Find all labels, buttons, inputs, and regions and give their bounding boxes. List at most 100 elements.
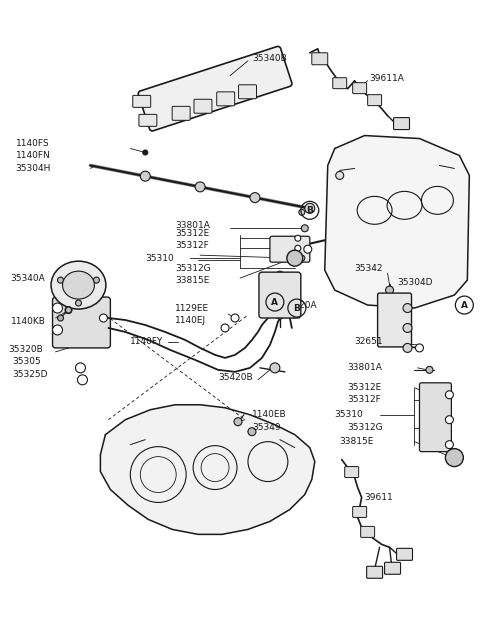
FancyBboxPatch shape [367,566,383,578]
Text: 35312F: 35312F [348,395,382,404]
FancyBboxPatch shape [378,293,411,347]
FancyBboxPatch shape [360,526,374,537]
Circle shape [248,428,256,436]
Circle shape [276,271,284,279]
Circle shape [270,363,280,373]
Text: 35312E: 35312E [175,229,209,238]
Text: 35304D: 35304D [397,278,433,287]
Circle shape [403,303,412,312]
Text: 35305: 35305 [12,357,41,366]
FancyBboxPatch shape [396,548,412,560]
Circle shape [234,418,242,426]
Circle shape [221,324,229,332]
Text: A: A [461,301,468,310]
Text: 35340A: 35340A [11,274,46,283]
Text: B: B [306,206,313,215]
Circle shape [276,311,284,319]
Circle shape [250,193,260,203]
Circle shape [77,375,87,385]
Text: 1140FS: 1140FS [16,139,49,148]
Text: 35312G: 35312G [175,263,211,272]
Text: 35349: 35349 [252,423,281,432]
Circle shape [445,449,463,467]
Text: A: A [271,298,278,307]
FancyBboxPatch shape [333,78,347,89]
Text: 1140FY: 1140FY [130,337,164,346]
Text: 33815E: 33815E [340,437,374,446]
FancyBboxPatch shape [345,467,359,478]
Text: 35312E: 35312E [348,383,382,392]
Circle shape [304,245,312,253]
Circle shape [65,307,72,313]
FancyBboxPatch shape [270,236,310,262]
FancyBboxPatch shape [138,46,292,131]
Text: 32651: 32651 [355,337,384,346]
Polygon shape [325,135,469,308]
Circle shape [75,300,82,306]
Circle shape [195,182,205,192]
Circle shape [403,323,412,332]
Text: 1140EB: 1140EB [252,410,287,419]
Text: 35310: 35310 [145,254,174,263]
Circle shape [445,391,454,399]
FancyBboxPatch shape [194,99,212,113]
Circle shape [295,235,301,242]
FancyBboxPatch shape [52,297,110,348]
FancyBboxPatch shape [420,383,451,451]
Circle shape [99,314,108,322]
Text: 35340B: 35340B [252,54,287,63]
FancyBboxPatch shape [239,85,256,99]
Circle shape [305,204,315,213]
Text: 33815E: 33815E [175,276,210,285]
Circle shape [426,366,433,374]
Circle shape [231,314,239,322]
Circle shape [143,150,148,155]
Text: 35342: 35342 [355,263,383,272]
Text: 1140KB: 1140KB [11,317,46,327]
Ellipse shape [62,271,95,299]
Circle shape [299,255,305,261]
Circle shape [65,307,72,314]
Text: 35320B: 35320B [9,345,43,354]
Text: 1140EJ: 1140EJ [175,316,206,325]
Ellipse shape [51,261,106,309]
FancyBboxPatch shape [217,92,235,106]
Text: 39611: 39611 [365,493,394,502]
Polygon shape [100,405,315,535]
FancyBboxPatch shape [259,272,301,318]
Circle shape [52,325,62,335]
Text: 39611A: 39611A [370,74,405,83]
FancyBboxPatch shape [384,562,400,574]
Circle shape [416,344,423,352]
Text: 35312G: 35312G [348,423,384,432]
Circle shape [285,243,295,253]
Circle shape [403,343,412,352]
Circle shape [445,440,454,449]
Text: 35420B: 35420B [218,374,252,383]
Circle shape [52,303,62,313]
Text: B: B [293,303,300,312]
Text: 1140FN: 1140FN [16,151,50,160]
Text: 1129EE: 1129EE [175,303,209,312]
Text: 35310: 35310 [335,410,363,419]
Circle shape [140,171,150,181]
Circle shape [301,225,308,232]
FancyBboxPatch shape [353,82,367,93]
FancyBboxPatch shape [353,506,367,517]
Circle shape [336,171,344,180]
FancyBboxPatch shape [139,115,157,126]
Circle shape [58,277,63,283]
Circle shape [295,245,301,251]
Text: 33801A: 33801A [348,363,383,372]
Circle shape [299,209,305,215]
Circle shape [385,286,394,294]
Circle shape [445,416,454,424]
Circle shape [75,363,85,373]
FancyBboxPatch shape [172,106,190,120]
FancyBboxPatch shape [394,118,409,129]
Text: 35304H: 35304H [16,164,51,173]
FancyBboxPatch shape [368,95,382,106]
Text: 33801A: 33801A [175,221,210,230]
Text: 35420A: 35420A [282,301,316,310]
Circle shape [58,315,63,321]
